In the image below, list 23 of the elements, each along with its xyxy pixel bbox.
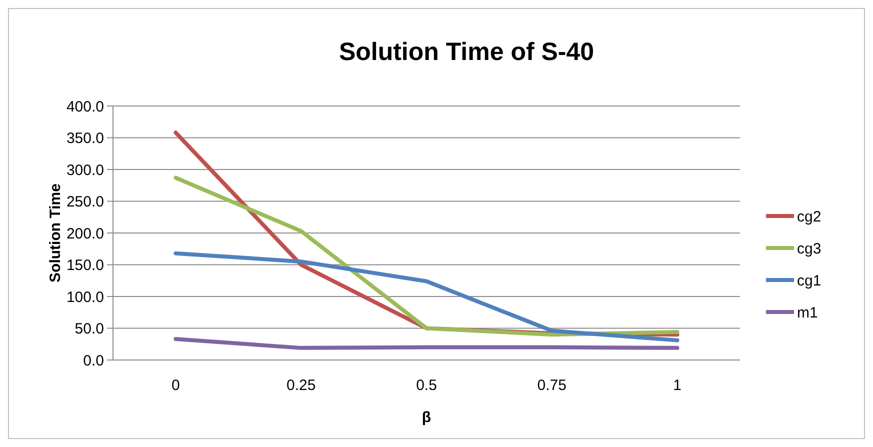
y-tick-label: 100.0 [66,288,104,306]
x-tick-label: 0.75 [537,377,566,394]
chart-title: Solution Time of S-40 [338,38,594,66]
legend-label: cg3 [797,240,822,258]
legend-label: cg2 [797,208,822,226]
y-tick-label: 200.0 [66,225,104,242]
legend-label: m1 [797,304,818,322]
y-tick-label: 0.0 [83,352,104,370]
y-tick-label: 350.0 [66,130,104,147]
y-tick-label: 300.0 [66,162,104,179]
x-tick-label: 0.5 [416,377,437,394]
y-tick-label: 50.0 [74,320,104,338]
y-tick-label: 150.0 [66,257,104,274]
x-tick-label: 1 [673,377,682,394]
x-tick-label: 0 [172,377,180,394]
x-tick-label: 0.25 [286,377,316,394]
line-series [174,251,680,342]
y-axis-title: Solution Time [47,184,64,282]
y-tick-label: 250.0 [66,194,104,210]
x-axis-title: β [422,409,432,426]
line-series [174,176,680,337]
y-tick-label: 400.0 [66,98,104,116]
legend-label: cg1 [797,272,822,290]
